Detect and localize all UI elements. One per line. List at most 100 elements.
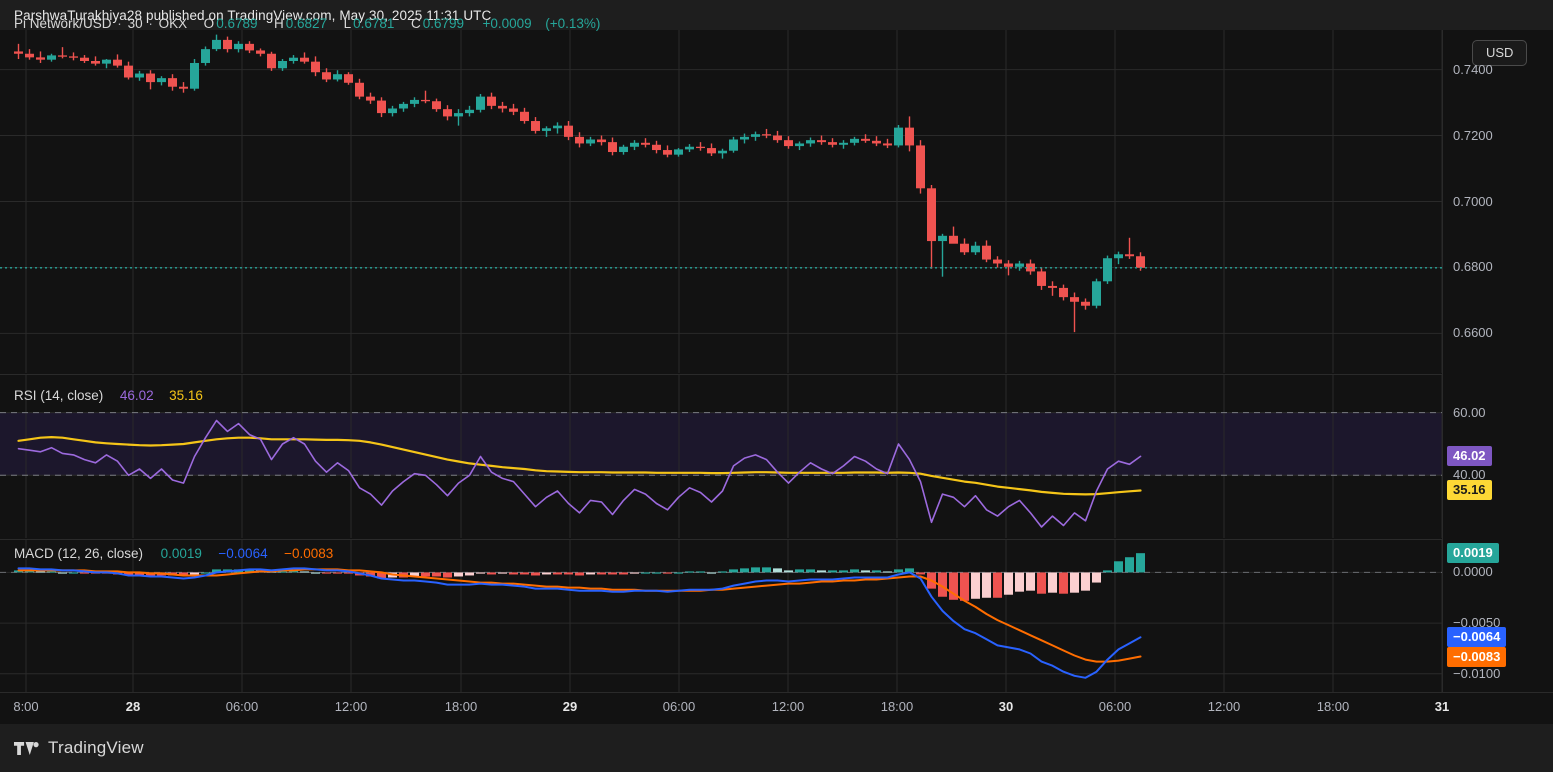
candle-body[interactable] [795, 143, 804, 147]
macd-pane[interactable] [0, 540, 1443, 692]
candle-body[interactable] [619, 146, 628, 153]
macd-histogram-bar[interactable] [377, 572, 386, 579]
candle-body[interactable] [135, 73, 144, 78]
candle-body[interactable] [432, 101, 441, 110]
macd-histogram-bar[interactable] [212, 569, 221, 573]
candle-body[interactable] [399, 103, 408, 109]
macd-axis-badge[interactable]: 0.0019 [1447, 543, 1499, 564]
macd-histogram-bar[interactable] [751, 567, 760, 573]
candle-body[interactable] [377, 100, 386, 114]
macd-histogram-bar[interactable] [597, 572, 606, 575]
macd-histogram-bar[interactable] [322, 572, 331, 574]
macd-histogram-bar[interactable] [883, 571, 892, 573]
macd-histogram-bar[interactable] [443, 572, 452, 578]
macd-histogram-bar[interactable] [1092, 572, 1101, 583]
macd-histogram-bar[interactable] [300, 571, 309, 573]
candle-body[interactable] [476, 96, 485, 110]
candle-body[interactable] [322, 72, 331, 80]
candle-body[interactable] [784, 140, 793, 147]
candle-body[interactable] [91, 61, 100, 64]
macd-histogram-bar[interactable] [245, 569, 254, 573]
rsi-pane[interactable] [0, 375, 1443, 538]
candle-body[interactable] [960, 243, 969, 253]
macd-histogram-bar[interactable] [1015, 572, 1024, 592]
macd-histogram-bar[interactable] [344, 572, 353, 574]
candle-body[interactable] [234, 43, 243, 50]
macd-histogram-bar[interactable] [663, 572, 672, 574]
macd-histogram-bar[interactable] [553, 572, 562, 575]
tradingview-logo[interactable]: TradingView [14, 738, 144, 758]
macd-histogram-bar[interactable] [1026, 572, 1035, 591]
candle-body[interactable] [146, 73, 155, 83]
macd-histogram-bar[interactable] [652, 572, 661, 574]
candle-body[interactable] [531, 121, 540, 131]
macd-histogram-bar[interactable] [25, 570, 34, 573]
macd-histogram-bar[interactable] [608, 572, 617, 575]
candle-body[interactable] [509, 108, 518, 112]
candle-body[interactable] [839, 142, 848, 145]
macd-histogram-bar[interactable] [1103, 570, 1112, 573]
candle-body[interactable] [894, 127, 903, 146]
candle-body[interactable] [498, 105, 507, 109]
macd-histogram-bar[interactable] [476, 572, 485, 574]
candle-body[interactable] [201, 49, 210, 63]
candle-body[interactable] [157, 78, 166, 83]
candle-body[interactable] [69, 56, 78, 58]
macd-histogram-bar[interactable] [740, 568, 749, 573]
macd-histogram-bar[interactable] [1059, 572, 1068, 594]
candle-body[interactable] [256, 50, 265, 54]
candle-body[interactable] [179, 86, 188, 89]
candle-body[interactable] [1037, 271, 1046, 286]
candle-body[interactable] [465, 109, 474, 114]
candle-body[interactable] [630, 142, 639, 147]
macd-histogram-bar[interactable] [586, 572, 595, 575]
candle-body[interactable] [729, 139, 738, 151]
candle-body[interactable] [641, 142, 650, 145]
macd-histogram-bar[interactable] [69, 572, 78, 574]
macd-histogram-bar[interactable] [949, 572, 958, 600]
candle-body[interactable] [487, 96, 496, 106]
macd-histogram-bar[interactable] [421, 572, 430, 577]
macd-histogram-bar[interactable] [729, 569, 738, 573]
candle-body[interactable] [300, 57, 309, 62]
macd-histogram-bar[interactable] [465, 572, 474, 576]
candle-body[interactable] [608, 142, 617, 153]
macd-histogram-bar[interactable] [1136, 553, 1145, 573]
macd-histogram-bar[interactable] [531, 572, 540, 576]
price-axis[interactable]: USD 0.7400 0.7200 0.7000 0.6800 0.6600 60.00 4… [1442, 30, 1553, 692]
rsi-axis-badge[interactable]: 35.16 [1447, 480, 1492, 501]
macd-histogram-bar[interactable] [894, 569, 903, 573]
candle-body[interactable] [872, 140, 881, 144]
candle-body[interactable] [674, 149, 683, 155]
candle-body[interactable] [1114, 254, 1123, 259]
macd-histogram-bar[interactable] [674, 572, 683, 574]
candle-body[interactable] [344, 74, 353, 83]
candle-body[interactable] [102, 59, 111, 64]
candle-body[interactable] [564, 125, 573, 137]
candle-body[interactable] [421, 99, 430, 102]
macd-histogram-bar[interactable] [784, 570, 793, 573]
candle-body[interactable] [36, 57, 45, 60]
candle-body[interactable] [773, 135, 782, 141]
candle-body[interactable] [47, 55, 56, 60]
macd-histogram-bar[interactable] [333, 572, 342, 574]
candle-body[interactable] [289, 57, 298, 62]
macd-histogram-bar[interactable] [135, 572, 144, 576]
macd-histogram-bar[interactable] [828, 570, 837, 573]
candle-body[interactable] [927, 188, 936, 242]
candle-body[interactable] [443, 109, 452, 117]
macd-histogram-bar[interactable] [718, 571, 727, 573]
macd-histogram-bar[interactable] [179, 572, 188, 576]
macd-histogram-bar[interactable] [47, 571, 56, 573]
rsi-axis-badge[interactable]: 46.02 [1447, 446, 1492, 467]
macd-histogram-bar[interactable] [685, 571, 694, 573]
candle-body[interactable] [850, 138, 859, 143]
candle-body[interactable] [223, 39, 232, 50]
candle-body[interactable] [993, 259, 1002, 264]
candle-body[interactable] [718, 150, 727, 154]
candle-body[interactable] [1081, 301, 1090, 306]
candle-body[interactable] [762, 134, 771, 136]
candle-body[interactable] [278, 61, 287, 69]
macd-histogram-bar[interactable] [509, 572, 518, 575]
macd-histogram-bar[interactable] [872, 570, 881, 573]
